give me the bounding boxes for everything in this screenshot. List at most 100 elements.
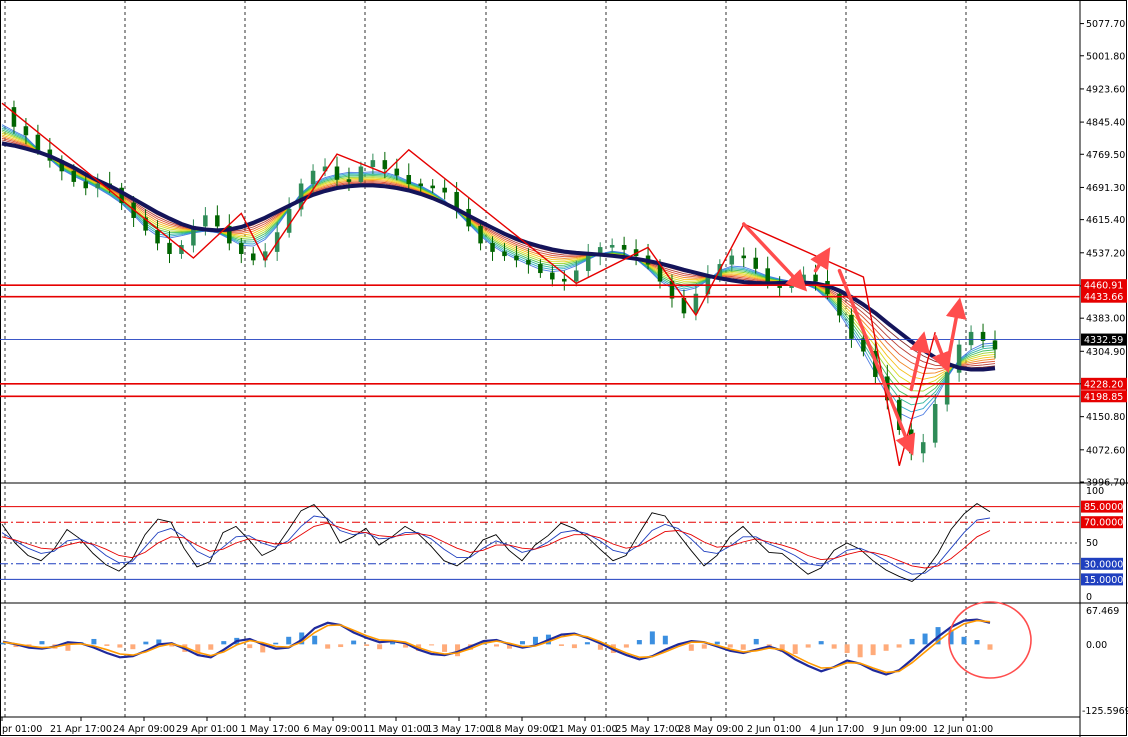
oscillator-level-label: 15.0000 (1084, 575, 1123, 586)
macd-histogram-bar (13, 644, 19, 648)
time-tick-label: 25 May 17:00 (615, 724, 680, 735)
macd-histogram-bar (792, 644, 798, 655)
oscillator-line-fast (1, 502, 991, 583)
oscillator-level-label: 70.0000 (1084, 518, 1123, 529)
macd-histogram-bar (831, 644, 837, 649)
candle-body (538, 264, 543, 274)
macd-histogram-bar (403, 644, 409, 648)
level-label: 4460.91 (1084, 281, 1123, 292)
candle-body (956, 344, 962, 373)
candle-body (155, 230, 160, 244)
candle-body (346, 179, 352, 182)
candle-body (980, 331, 986, 341)
time-tick-label: 1 May 17:00 (240, 724, 299, 735)
macd-histogram-bar (779, 644, 785, 652)
candle-body (239, 242, 244, 254)
macd-histogram-bar (532, 636, 538, 645)
macd-histogram-bar (390, 642, 396, 645)
candle-body (562, 278, 567, 282)
level-label: 4198.85 (1084, 392, 1123, 403)
time-tick-label: 13 May 17:00 (426, 724, 491, 735)
highlight-circle (948, 601, 1032, 679)
oscillator-level-box (1081, 516, 1123, 529)
macd-histogram-bar (338, 644, 344, 648)
candle-body (968, 331, 974, 346)
ribbon-line (1, 125, 996, 413)
candle-body (502, 251, 507, 257)
time-tick-label: 29 Apr 01:00 (176, 724, 238, 735)
candle-body (83, 181, 88, 189)
macd-histogram-bar (260, 644, 266, 653)
candle-body (765, 268, 770, 282)
price-tick-label: 4150.80 (1086, 412, 1125, 423)
ribbon-line (1, 132, 996, 386)
candle-body (849, 314, 854, 339)
macd-histogram-bar (286, 636, 292, 645)
candle-body (729, 255, 735, 265)
price-tick-label: 3996.70 (1086, 478, 1125, 489)
price-tick-label: 4304.90 (1086, 347, 1125, 358)
candle-body (801, 274, 806, 282)
candle-body (215, 215, 220, 227)
level-label-box (1081, 290, 1127, 303)
time-tick-label: 6 May 09:00 (303, 724, 362, 735)
time-tick-label: 9 Jun 09:00 (873, 724, 927, 735)
macd-histogram-bar (701, 644, 707, 649)
oscillator-tick-label: 100 (1086, 486, 1104, 497)
candle-body (358, 166, 364, 182)
macd-histogram-bar (325, 644, 331, 649)
macd-histogram-bar (377, 644, 383, 650)
oscillator-tick-label: 0 (1086, 592, 1092, 603)
macd-histogram-bar (0, 642, 6, 645)
macd-line (2, 618, 991, 676)
candle-body (95, 183, 100, 189)
level-label-box (1081, 377, 1127, 390)
time-tick-label: 21 Apr 17:00 (50, 724, 112, 735)
candle-body (478, 225, 483, 244)
macd-histogram-bar (883, 644, 889, 651)
candle-body (250, 253, 256, 261)
candle-body (837, 293, 842, 316)
price-tick-label: 4691.30 (1086, 183, 1125, 194)
candle-body (920, 442, 926, 454)
macd-histogram-bar (26, 644, 32, 646)
macd-histogram-bar (662, 635, 668, 645)
macd-histogram-bar (688, 644, 694, 651)
candle-body (753, 257, 758, 269)
current-price-box (1081, 333, 1127, 346)
time-tick-label: 28 May 09:00 (678, 724, 743, 735)
price-tick-label: 5077.70 (1086, 19, 1125, 30)
candle-body (526, 259, 531, 265)
candle-body (813, 274, 818, 282)
time-tick-label: pr 01:00 (2, 724, 42, 735)
macd-histogram-bar (987, 644, 993, 650)
forecast-arrow (810, 247, 831, 273)
macd-tick-label: -125.5969 (1082, 706, 1128, 717)
zigzag-line (1, 102, 936, 466)
candle-body (550, 272, 555, 280)
level-label-box (1081, 390, 1127, 403)
macd-histogram-bar (870, 644, 876, 656)
macd-histogram-bar (91, 638, 97, 645)
oscillator-level-box (1081, 557, 1123, 570)
time-tick-label: 12 Jun 01:00 (933, 724, 993, 735)
time-tick-label: 2 Jun 01:00 (747, 724, 801, 735)
macd-histogram-bar (948, 630, 954, 645)
price-tick-label: 5001.80 (1086, 51, 1125, 62)
candle-body (514, 255, 519, 261)
macd-histogram-bar (857, 644, 863, 658)
moving-average-line (1, 141, 996, 372)
oscillator-level-box (1081, 573, 1123, 586)
candle-body (334, 166, 340, 180)
macd-histogram-bar (636, 640, 642, 645)
current-price-label: 4332.59 (1084, 335, 1123, 346)
macd-histogram-bar (896, 644, 902, 648)
oscillator-line-slow (1, 515, 991, 575)
macd-histogram-bar (571, 644, 577, 649)
macd-histogram-bar (195, 644, 201, 656)
macd-histogram-bar (740, 644, 746, 650)
macd-histogram-bar (312, 635, 318, 645)
candle-body (167, 242, 172, 254)
candle-body (442, 187, 447, 193)
